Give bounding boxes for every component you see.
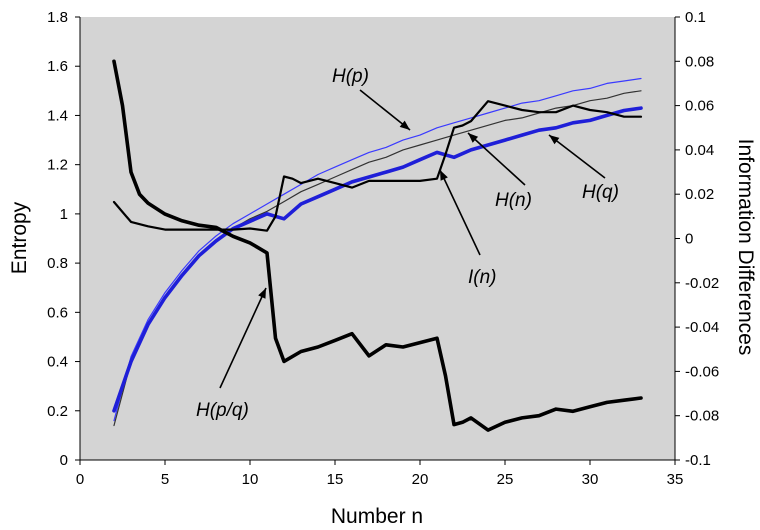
y-axis-title-left: Entropy <box>8 201 31 274</box>
y-tick-label-left: 0.4 <box>47 354 68 371</box>
x-tick-label: 0 <box>76 471 84 488</box>
y-tick-label-left: 1.4 <box>47 107 68 124</box>
annotation-arrow-line <box>467 132 526 186</box>
y-tick-label-right: 0.08 <box>685 53 714 70</box>
x-tick-label: 10 <box>242 471 259 488</box>
y-tick-label-right: 0.04 <box>685 142 714 159</box>
annotation-arrow-head <box>440 170 448 181</box>
annotation-arrow-head <box>258 288 266 299</box>
y-tick-label-right: 0.06 <box>685 98 714 115</box>
plot-area <box>80 17 675 460</box>
series-line-h-q <box>112 106 643 413</box>
y-tick-label-left: 1.2 <box>47 157 68 174</box>
x-tick-label: 30 <box>582 471 599 488</box>
x-tick-label: 15 <box>327 471 344 488</box>
x-axis-title: Number n <box>331 505 423 528</box>
x-tick-label: 5 <box>161 471 169 488</box>
annotation-hpq: H(p/q) <box>196 400 249 421</box>
y-tick-label-left: 0.8 <box>47 255 68 272</box>
annotation-hq: H(q) <box>582 182 619 203</box>
y-tick-label-left: 1 <box>60 206 68 223</box>
ticks-layer: 0 5 10 15 20 25 30 35 0 0.2 0.4 0.6 0.8 1 1.2 1.4 1.6 1.8… <box>47 9 719 488</box>
annotation-arrow-line <box>439 169 481 256</box>
annotation-arrow-line <box>219 287 267 389</box>
annotation-arrow-head <box>399 120 410 130</box>
x-tick-label: 35 <box>667 471 684 488</box>
annotation-arrow-line <box>548 134 606 179</box>
y-tick-label-right: 0.02 <box>685 186 714 203</box>
y-tick-label-left: 0.2 <box>47 403 68 420</box>
annotation-arrow-line <box>359 89 411 131</box>
y-tick-label-left: 0 <box>60 452 68 469</box>
y-tick-label-right: -0.02 <box>685 275 719 292</box>
series-line-i-n <box>112 100 643 232</box>
x-tick-label: 25 <box>497 471 514 488</box>
y-tick-label-left: 1.8 <box>47 9 68 26</box>
series-layer <box>112 59 643 432</box>
y-tick-label-right: 0.1 <box>685 9 706 26</box>
y-tick-label-left: 0.6 <box>47 304 68 321</box>
series-line-h-p <box>113 77 642 422</box>
y-tick-label-right: -0.1 <box>685 452 711 469</box>
y-tick-label-right: -0.04 <box>685 319 719 336</box>
annotation-hn: H(n) <box>495 190 532 211</box>
annotation-arrow-head <box>549 135 560 145</box>
y-tick-label-right: -0.08 <box>685 408 719 425</box>
annotation-arrow-head <box>468 133 479 143</box>
annotation-in: I(n) <box>468 267 497 288</box>
y-axis-title-right: Information Differences <box>734 139 757 356</box>
y-tick-label-right: 0 <box>685 231 693 248</box>
y-tick-label-right: -0.06 <box>685 363 719 380</box>
x-tick-label: 20 <box>412 471 429 488</box>
y-tick-label-left: 1.6 <box>47 58 68 75</box>
annotation-labels: H(p) H(n) H(q) I(n) H(p/q) <box>196 66 619 421</box>
annotation-arrows <box>219 89 606 389</box>
series-line-h-p-q <box>112 59 643 432</box>
annotation-hp: H(p) <box>332 66 369 87</box>
